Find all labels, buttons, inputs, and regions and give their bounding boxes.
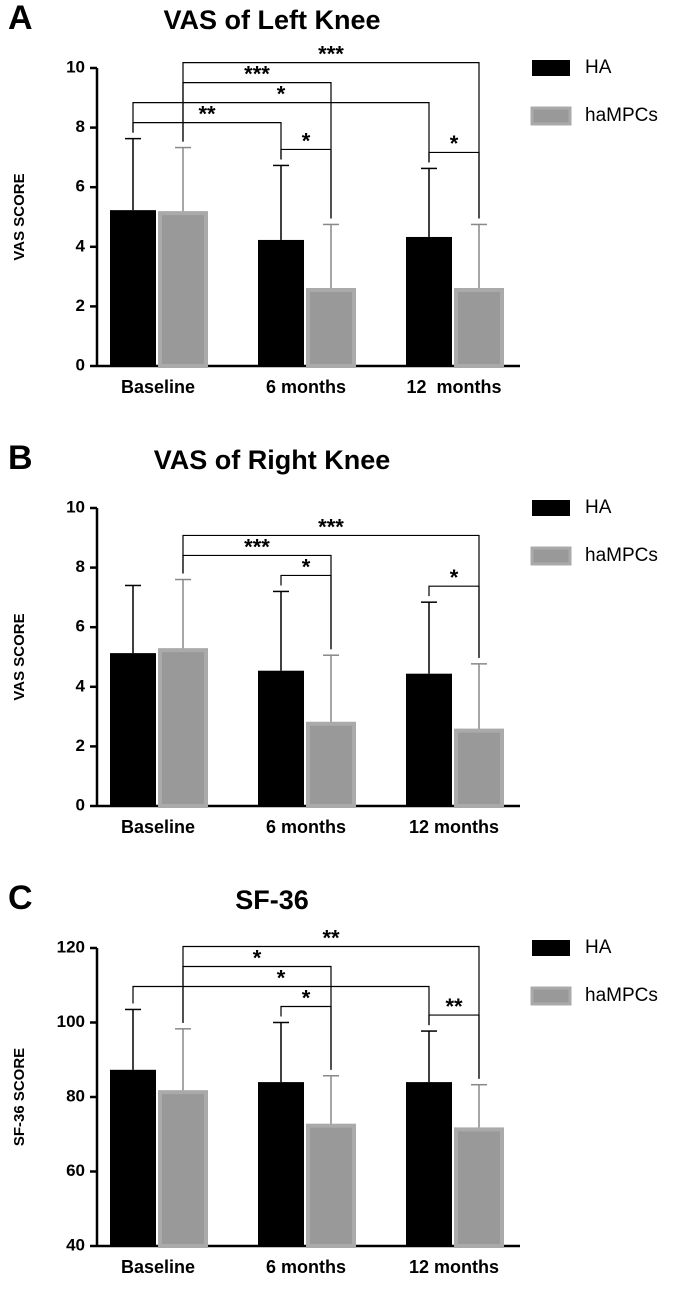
bar — [306, 1123, 356, 1248]
x-tick-label: 6 months — [266, 377, 346, 397]
y-tick-label: 4 — [76, 236, 86, 255]
y-tick-label: 2 — [76, 736, 85, 755]
bar — [158, 648, 208, 808]
bar — [406, 673, 452, 806]
bar — [454, 728, 504, 809]
bar — [258, 239, 304, 366]
y-tick-label: 0 — [76, 795, 85, 814]
significance-label: * — [277, 965, 286, 990]
x-tick-label: 12 months — [406, 377, 501, 397]
legend-label: HA — [585, 497, 612, 518]
significance-label: * — [302, 554, 311, 579]
significance-label: * — [450, 131, 459, 156]
bar — [306, 288, 356, 369]
significance-bracket — [132, 122, 282, 160]
y-tick-label: 0 — [76, 355, 85, 374]
significance-bracket — [280, 148, 332, 219]
bar — [454, 288, 504, 369]
significance-label: * — [302, 128, 311, 153]
chart-title: VAS of Right Knee — [154, 445, 391, 475]
significance-bracket — [182, 965, 332, 1070]
legend-swatch — [530, 546, 572, 566]
significance-bracket — [132, 102, 430, 163]
bar — [406, 236, 452, 366]
x-tick-label: 12 months — [409, 817, 499, 837]
significance-label: *** — [318, 514, 344, 539]
bar — [158, 1090, 208, 1248]
significance-label: *** — [244, 61, 270, 86]
x-tick-label: 6 months — [266, 817, 346, 837]
bar — [110, 210, 156, 366]
significance-label: * — [277, 81, 286, 106]
y-axis-label: SF-36 SCORE — [11, 1048, 28, 1146]
legend-label: haMPCs — [585, 985, 658, 1006]
legend-label: haMPCs — [585, 545, 658, 566]
y-tick-label: 10 — [66, 57, 85, 76]
legend-label: HA — [585, 937, 612, 958]
significance-label: *** — [318, 41, 344, 66]
significance-bracket — [182, 534, 480, 658]
panel-label: C — [8, 879, 33, 917]
significance-label: ** — [322, 925, 340, 950]
significance-label: ** — [445, 994, 463, 1019]
bar — [158, 211, 208, 368]
x-tick-label: Baseline — [121, 817, 195, 837]
chart-title: VAS of Left Knee — [163, 5, 380, 35]
y-axis-label: VAS SCORE — [11, 613, 28, 700]
bar — [258, 1082, 304, 1246]
legend-label: haMPCs — [585, 105, 658, 126]
y-tick-label: 100 — [57, 1012, 85, 1031]
significance-label: ** — [198, 101, 216, 126]
chart-title: SF-36 — [235, 885, 309, 915]
y-tick-label: 2 — [76, 296, 85, 315]
x-tick-label: 6 months — [266, 1257, 346, 1277]
x-tick-label: Baseline — [121, 377, 195, 397]
y-tick-label: 120 — [57, 937, 85, 956]
legend-swatch — [530, 106, 572, 126]
x-tick-label: 12 months — [409, 1257, 499, 1277]
significance-bracket — [428, 1014, 480, 1079]
y-tick-label: 6 — [76, 617, 85, 636]
panel-label: A — [8, 0, 33, 37]
y-tick-label: 10 — [66, 497, 85, 516]
significance-label: * — [302, 985, 311, 1010]
bar — [306, 721, 356, 809]
y-tick-label: 40 — [66, 1235, 85, 1254]
y-tick-label: 8 — [76, 557, 85, 576]
significance-bracket — [428, 151, 480, 219]
bar — [110, 1069, 156, 1246]
y-tick-label: 60 — [66, 1161, 85, 1180]
legend-label: HA — [585, 57, 612, 78]
y-tick-label: 80 — [66, 1086, 85, 1105]
panel-label: B — [8, 439, 33, 477]
legend-swatch — [532, 940, 570, 956]
y-tick-label: 4 — [76, 676, 86, 695]
y-axis-label: VAS SCORE — [11, 173, 28, 260]
y-tick-label: 6 — [76, 177, 85, 196]
legend-swatch — [532, 60, 570, 76]
significance-bracket — [182, 945, 480, 1079]
legend-swatch — [530, 986, 572, 1006]
bar — [110, 653, 156, 806]
legend-swatch — [532, 500, 570, 516]
x-tick-label: Baseline — [121, 1257, 195, 1277]
significance-bracket — [182, 62, 480, 219]
significance-label: * — [450, 565, 459, 590]
significance-label: * — [253, 945, 262, 970]
significance-bracket — [132, 985, 430, 1026]
y-tick-label: 8 — [76, 117, 85, 136]
significance-bracket — [280, 574, 332, 650]
bar — [406, 1082, 452, 1246]
significance-bracket — [428, 585, 480, 658]
bar — [258, 670, 304, 806]
significance-bracket — [280, 1005, 332, 1070]
significance-label: *** — [244, 534, 270, 559]
bar — [454, 1127, 504, 1248]
